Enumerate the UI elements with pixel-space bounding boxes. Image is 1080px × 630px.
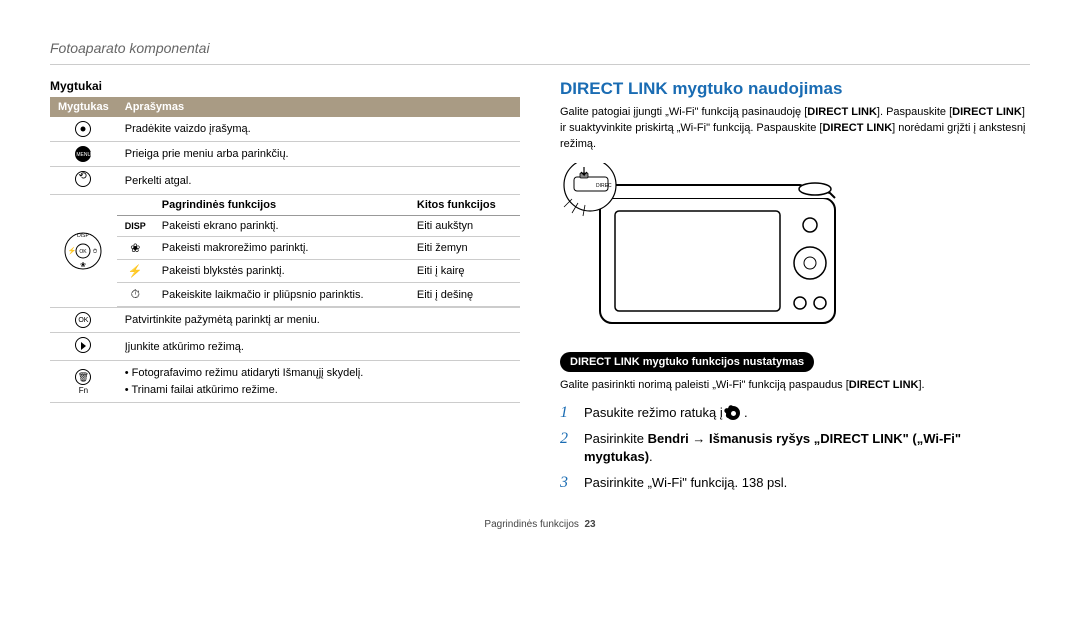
dpad-subtable: Pagrindinės funkcijos Kitos funkcijos DI… <box>117 195 520 307</box>
camera-diagram: DIREC <box>560 163 860 333</box>
row-back-desc: Perkelti atgal. <box>117 167 520 195</box>
menu-icon: MENU <box>75 146 91 162</box>
row-record-desc: Pradėkite vaizdo įrašymą. <box>117 117 520 142</box>
dpad-icon: OK DISP ⚡ ⏱ ❀ <box>62 225 104 275</box>
row-fn-bullet1: • Fotografavimo režimu atidaryti Išmanųj… <box>125 365 512 382</box>
direct-link-intro: Galite patogiai įjungti „Wi-Fi" funkciją… <box>560 105 1030 153</box>
fn-label: Fn <box>58 386 109 395</box>
sub-macro-other: Eiti žemyn <box>409 237 520 260</box>
step-1-text: Pasukite režimo ratuką į . <box>584 404 1030 422</box>
mode-dial-icon <box>726 406 740 420</box>
page-footer: Pagrindinės funkcijos 23 <box>50 519 1030 530</box>
row-ok-desc: Patvirtinkite pažymėtą parinktį ar meniu… <box>117 308 520 333</box>
timer-icon: ⏱ <box>131 287 140 301</box>
th-description: Aprašymas <box>117 97 520 117</box>
steps-list: 1 Pasukite režimo ratuką į . 2 Pasirinki… <box>560 404 1030 493</box>
th-button: Mygtukas <box>50 97 117 117</box>
direct-link-callout: DIRECT LINK mygtuko funkcijos nustatymas <box>560 352 814 372</box>
step-number-2: 2 <box>560 430 574 448</box>
sub-th-main: Pagrindinės funkcijos <box>154 195 409 216</box>
sub-disp-main: Pakeisti ekrano parinktį. <box>154 216 409 237</box>
left-column: Mygtukai Mygtukas Aprašymas Pradėkite va… <box>50 79 520 501</box>
row-menu-desc: Prieiga prie meniu arba parinkčių. <box>117 142 520 167</box>
page-header: Fotoaparato komponentai <box>50 40 1030 65</box>
sub-flash-other: Eiti į kairę <box>409 260 520 283</box>
sub-timer-main: Pakeiskite laikmačio ir pliūpsnio parink… <box>154 283 409 307</box>
direct-link-note: Galite pasirinkti norimą paleisti „Wi-Fi… <box>560 378 1030 394</box>
svg-text:⏱: ⏱ <box>93 248 98 255</box>
disp-icon: DISP <box>125 221 146 231</box>
buttons-section-label: Mygtukai <box>50 79 520 93</box>
buttons-table: Mygtukas Aprašymas Pradėkite vaizdo įraš… <box>50 97 520 403</box>
ok-icon: OK <box>75 312 91 328</box>
camera-direc-label: DIREC <box>596 183 612 189</box>
svg-text:❀: ❀ <box>80 262 86 269</box>
sub-macro-main: Pakeisti makrorežimo parinktį. <box>154 237 409 260</box>
step-number-3: 3 <box>560 474 574 492</box>
svg-text:DISP: DISP <box>78 233 90 239</box>
trash-icon: 🗑 <box>75 369 91 385</box>
sub-disp-other: Eiti aukštyn <box>409 216 520 237</box>
sub-flash-main: Pakeisti blykstės parinktį. <box>154 260 409 283</box>
sub-timer-other: Eiti į dešinę <box>409 283 520 307</box>
macro-icon: ❀ <box>130 241 140 255</box>
flash-icon: ⚡ <box>128 264 143 278</box>
step-number-1: 1 <box>560 404 574 422</box>
record-icon <box>75 121 91 137</box>
svg-text:OK: OK <box>80 249 88 255</box>
playback-icon <box>75 337 91 353</box>
row-play-desc: Įjunkite atkūrimo režimą. <box>117 333 520 361</box>
back-icon <box>75 171 91 187</box>
direct-link-heading: DIRECT LINK mygtuko naudojimas <box>560 79 1030 99</box>
row-fn-bullet2: • Trinami failai atkūrimo režime. <box>125 382 512 399</box>
step-3-text: Pasirinkite „Wi-Fi" funkciją. 138 psl. <box>584 474 1030 492</box>
step-2-text: Pasirinkite Bendri → Išmanusis ryšys „DI… <box>584 430 1030 466</box>
svg-text:⚡: ⚡ <box>68 246 77 255</box>
right-column: DIRECT LINK mygtuko naudojimas Galite pa… <box>560 79 1030 501</box>
sub-th-other: Kitos funkcijos <box>409 195 520 216</box>
